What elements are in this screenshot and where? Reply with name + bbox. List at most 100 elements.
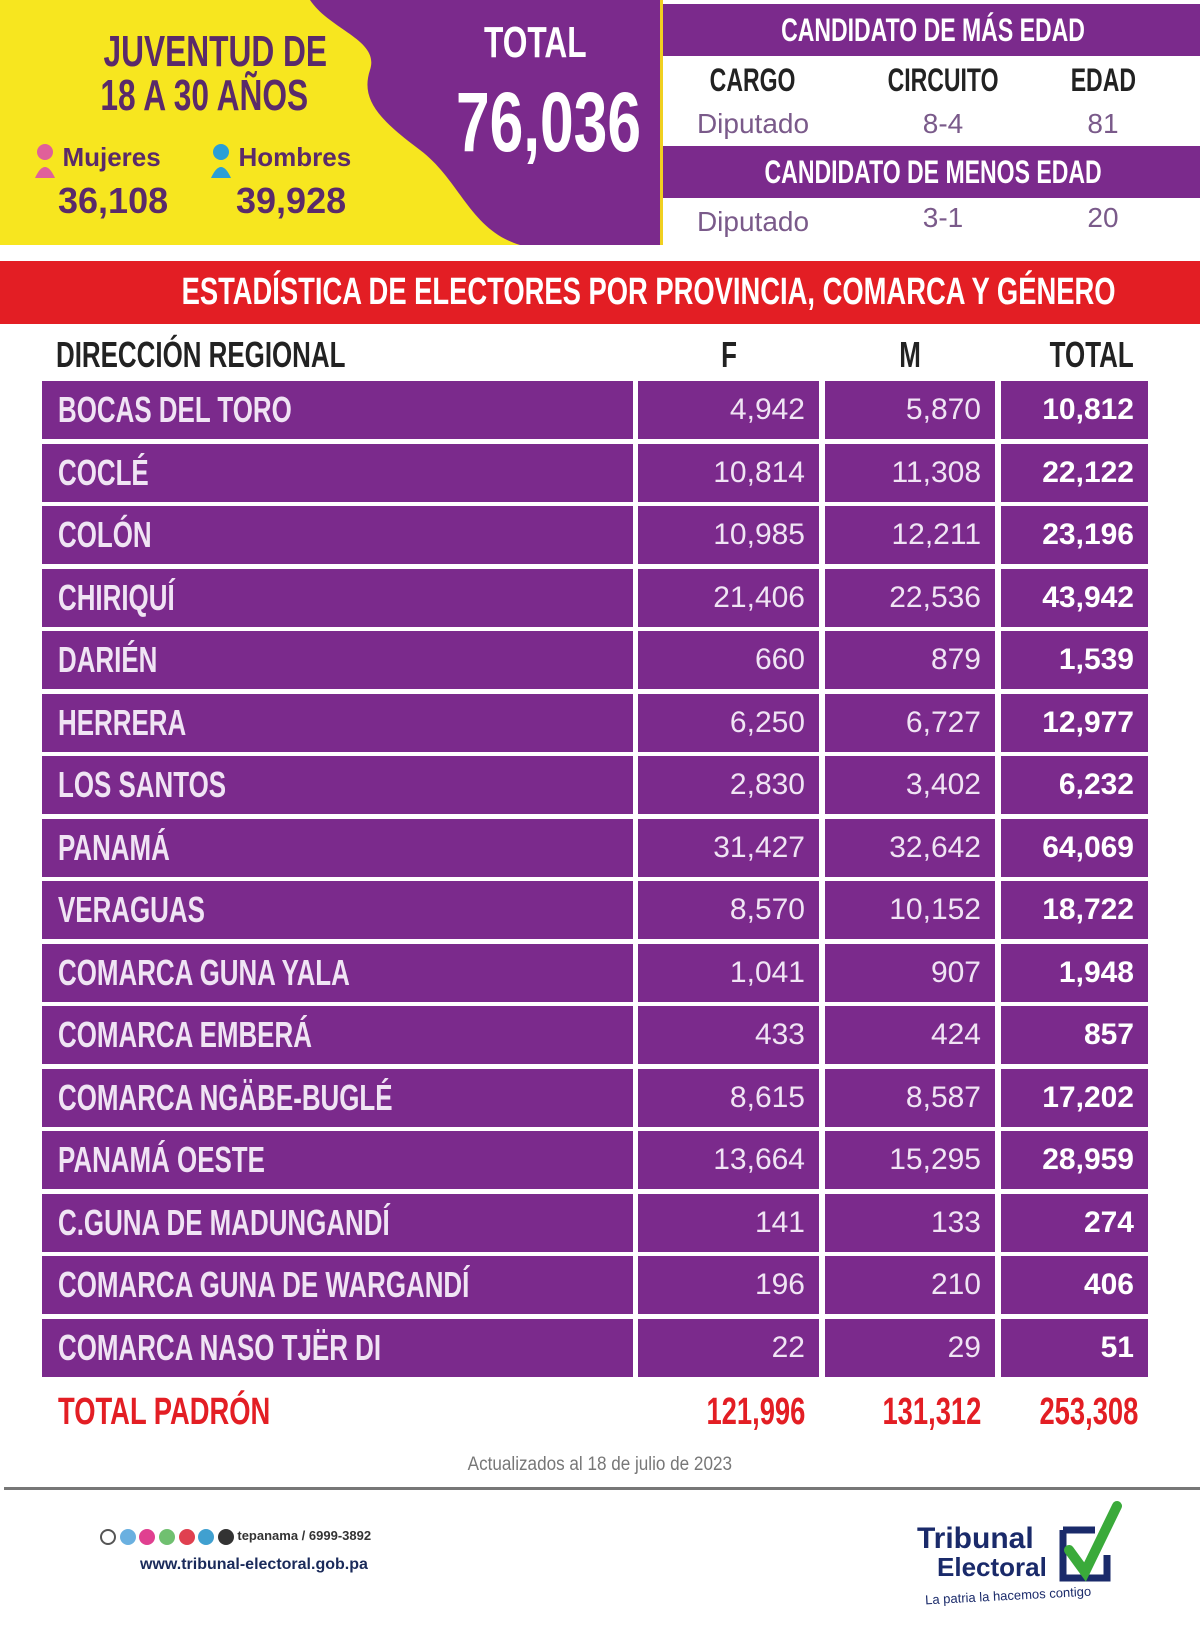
female-count-text: 196 <box>754 1268 805 1301</box>
male-count-text: 22,536 <box>889 580 981 614</box>
total-value: 76,036 <box>455 75 641 169</box>
oldest-title-bar: CANDIDATO DE MÁS EDAD <box>663 4 1200 56</box>
men-label: Hombres <box>238 142 352 173</box>
row-total: 1,539 <box>1001 631 1148 689</box>
twitter-icon[interactable] <box>119 1528 136 1545</box>
header-edad: EDAD <box>1070 62 1136 98</box>
male-count: 210 <box>825 1256 995 1314</box>
female-count-text: 8,570 <box>729 893 805 926</box>
total-label: TOTAL <box>483 18 587 67</box>
col-header-m: M <box>825 331 995 379</box>
female-count-text: 10,814 <box>713 455 805 489</box>
table-row: C.GUNA DE MADUNGANDÍ 141 133 274 <box>42 1193 1148 1252</box>
female-count-text: 141 <box>754 1205 805 1239</box>
women-stat: Mujeres <box>32 142 161 182</box>
social-links: tepanama / 6999-3892 <box>100 1528 371 1545</box>
female-count: 13,664 <box>638 1131 819 1189</box>
female-count-text: 8,615 <box>729 1080 805 1114</box>
female-count-text: 660 <box>754 643 805 676</box>
col-header-region: DIRECCIÓN REGIONAL <box>56 331 458 379</box>
row-total-text: 857 <box>1083 1018 1134 1051</box>
male-count-text: 3,402 <box>905 768 981 801</box>
male-count: 32,642 <box>825 818 995 877</box>
tiktok-icon[interactable] <box>217 1528 234 1545</box>
region-name: PANAMÁ OESTE <box>42 1131 633 1189</box>
region-name-text: C.GUNA DE MADUNGANDÍ <box>58 1201 390 1243</box>
table-row: COMARCA GUNA YALA 1,041 907 1,948 <box>42 943 1148 1002</box>
region-name: COMARCA NASO TJËR DI <box>42 1318 633 1377</box>
male-count: 15,295 <box>825 1131 995 1189</box>
row-total: 28,959 <box>1001 1131 1148 1189</box>
region-name-text: HERRERA <box>58 701 187 743</box>
row-total-text: 10,812 <box>1042 393 1134 426</box>
female-count: 141 <box>638 1193 819 1252</box>
purple-wave-shape <box>310 0 660 245</box>
facebook-icon[interactable] <box>100 1528 116 1545</box>
male-count-text: 879 <box>930 643 981 676</box>
instagram-icon[interactable] <box>139 1528 156 1545</box>
row-total: 12,977 <box>1001 693 1148 752</box>
youtube-icon[interactable] <box>178 1528 195 1545</box>
male-count-text: 424 <box>930 1018 981 1051</box>
table-row: DARIÉN 660 879 1,539 <box>42 631 1148 689</box>
male-count-text: 29 <box>947 1330 981 1364</box>
row-total: 23,196 <box>1001 506 1148 564</box>
website-link[interactable]: www.tribunal-electoral.gob.pa <box>140 1556 368 1573</box>
male-person-icon <box>211 144 231 178</box>
row-total: 17,202 <box>1001 1068 1148 1127</box>
region-name: COMARCA EMBERÁ <box>42 1006 633 1064</box>
table-row: COMARCA GUNA DE WARGANDÍ 196 210 406 <box>42 1256 1148 1314</box>
female-person-icon <box>35 144 55 178</box>
table-row: COLÓN 10,985 12,211 23,196 <box>42 506 1148 564</box>
table-row: VERAGUAS 8,570 10,152 18,722 <box>42 881 1148 939</box>
table-row: COMARCA NASO TJËR DI 22 29 51 <box>42 1318 1148 1377</box>
checkbox-check-icon <box>1059 1501 1122 1582</box>
female-count-text: 2,830 <box>729 768 805 801</box>
table-row: COCLÉ 10,814 11,308 22,122 <box>42 443 1148 502</box>
row-total-text: 406 <box>1083 1268 1134 1301</box>
female-count-text: 4,942 <box>729 393 805 426</box>
male-count: 11,308 <box>825 443 995 502</box>
male-count-text: 10,152 <box>889 893 981 926</box>
updated-text: Actualizados al 18 de julio de 2023 <box>467 1454 733 1475</box>
telegram-icon[interactable] <box>198 1528 215 1545</box>
region-name: LOS SANTOS <box>42 756 633 814</box>
youngest-title-bar: CANDIDATO DE MENOS EDAD <box>663 146 1200 198</box>
female-count: 2,830 <box>638 756 819 814</box>
col-header-total: TOTAL <box>1001 331 1134 379</box>
whatsapp-icon[interactable] <box>158 1528 175 1545</box>
row-total-text: 6,232 <box>1058 768 1134 801</box>
region-name-text: COMARCA NGÄBE-BUGLÉ <box>58 1076 393 1118</box>
female-count-text: 433 <box>754 1018 805 1051</box>
oldest-title: CANDIDATO DE MÁS EDAD <box>781 12 1085 48</box>
male-count: 133 <box>825 1193 995 1252</box>
social-handle: tepanama / 6999-3892 <box>237 1528 372 1543</box>
youth-total: TOTAL 76,036 <box>420 18 650 171</box>
region-name-text: PANAMÁ OESTE <box>58 1139 265 1180</box>
row-total-text: 12,977 <box>1042 705 1134 739</box>
female-count: 21,406 <box>638 568 819 627</box>
male-count: 12,211 <box>825 506 995 564</box>
region-name: C.GUNA DE MADUNGANDÍ <box>42 1193 633 1252</box>
tribunal-electoral-logo: Tribunal Electoral La patria la hacemos … <box>915 1500 1135 1610</box>
total-padron-row: TOTAL PADRÓN 121,996 131,312 253,308 <box>0 1388 1200 1436</box>
col-header-total-text: TOTAL <box>1050 334 1134 375</box>
region-name: COMARCA GUNA DE WARGANDÍ <box>42 1256 633 1314</box>
oldest-circuito: 8-4 <box>922 108 964 139</box>
men-stat: Hombres <box>208 142 351 182</box>
row-total-text: 1,948 <box>1058 955 1134 989</box>
row-total-text: 22,122 <box>1042 455 1134 489</box>
region-name: VERAGUAS <box>42 881 633 939</box>
male-count-text: 15,295 <box>889 1143 981 1176</box>
logo-line2: Electoral <box>937 1552 1047 1582</box>
table-row: COMARCA NGÄBE-BUGLÉ 8,615 8,587 17,202 <box>42 1068 1148 1127</box>
row-total-text: 274 <box>1083 1205 1134 1239</box>
region-name-text: CHIRIQUÍ <box>58 576 175 618</box>
row-total: 406 <box>1001 1256 1148 1314</box>
youngest-circuito: 3-1 <box>922 202 964 233</box>
candidate-age-panel: CANDIDATO DE MÁS EDAD CARGO CIRCUITO EDA… <box>660 0 1200 245</box>
male-count: 10,152 <box>825 881 995 939</box>
male-count: 907 <box>825 943 995 1002</box>
region-name: COLÓN <box>42 506 633 564</box>
male-count-text: 210 <box>930 1268 981 1301</box>
